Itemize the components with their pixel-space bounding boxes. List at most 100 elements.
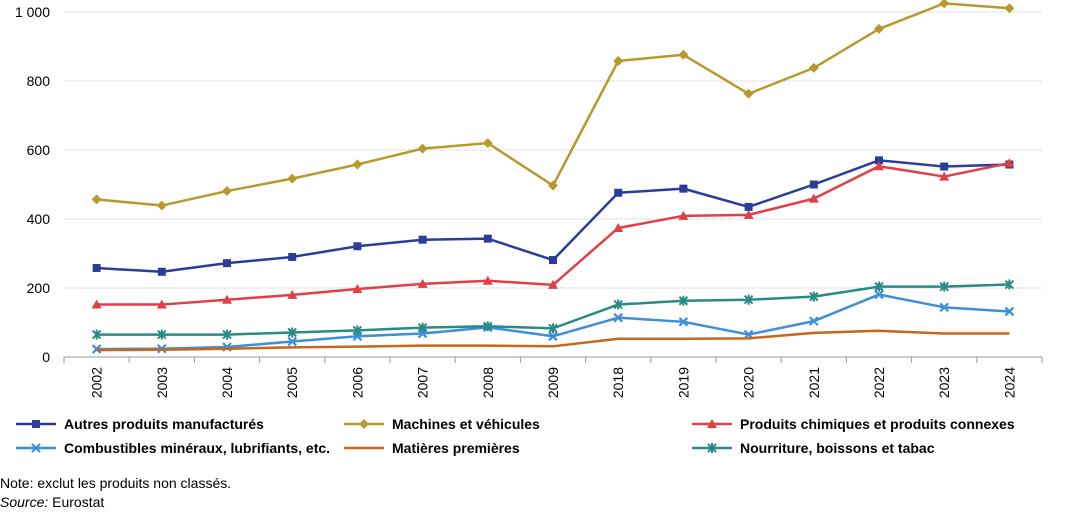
x-tick-label: 2008 (480, 367, 496, 398)
source-label: Source: (0, 494, 49, 510)
legend: Autres produits manufacturés Machines et… (0, 410, 1068, 466)
data-point (91, 329, 102, 340)
data-point (482, 275, 493, 285)
source-line: Source: Eurostat (0, 493, 231, 512)
data-point (874, 161, 884, 171)
data-point (743, 294, 754, 305)
x-tick-label: 2009 (545, 367, 561, 398)
series-line (96, 293, 1010, 351)
data-point (482, 138, 493, 149)
data-point (678, 210, 689, 220)
legend-swatch-matieres-premieres (344, 446, 384, 450)
data-point (352, 159, 363, 170)
data-point (939, 281, 949, 292)
legend-item-nourriture: Nourriture, boissons et tabac (690, 440, 934, 456)
legend-item-machines: Machines et véhicules (342, 416, 540, 432)
data-point (875, 156, 883, 165)
x-tick-label: 2003 (154, 367, 170, 398)
data-point (874, 23, 884, 34)
x-tick-label: 2006 (349, 367, 365, 398)
x-tick-label: 2004 (219, 367, 235, 398)
legend-item-autres-produits: Autres produits manufacturés (14, 416, 264, 432)
data-point (418, 235, 427, 244)
data-point (287, 173, 298, 184)
data-point (808, 193, 819, 203)
series-1 (91, 0, 1015, 211)
data-point (287, 336, 297, 347)
note-text: Note: exclut les produits non classés. (0, 475, 232, 491)
data-point (549, 256, 557, 265)
data-point (1004, 158, 1015, 168)
legend-item-combustibles: Combustibles minéraux, lubrifiants, etc. (14, 440, 330, 456)
data-point (809, 291, 819, 302)
data-point (1004, 279, 1015, 290)
data-point (808, 62, 819, 73)
series-line (96, 2, 1010, 207)
data-point (222, 329, 232, 340)
data-point (548, 279, 558, 289)
data-point (156, 299, 167, 309)
x-tick-label: 2023 (936, 367, 952, 398)
data-point (707, 443, 717, 453)
data-point (483, 321, 493, 332)
x-tick-label: 2002 (89, 367, 105, 398)
data-point (939, 0, 950, 9)
legend-label-produits-chimiques: Produits chimiques et produits connexes (740, 416, 1015, 432)
data-point (678, 49, 689, 60)
x-tick-label: 2022 (871, 367, 887, 398)
x-tick-label: 2024 (1001, 367, 1017, 398)
legend-swatch-combustibles (16, 443, 56, 453)
data-point (32, 420, 40, 428)
data-point (417, 322, 428, 333)
data-point (939, 302, 949, 313)
data-point (288, 252, 297, 261)
data-point (222, 186, 232, 197)
data-point (548, 331, 558, 342)
legend-item-matieres-premieres: Matières premières (342, 440, 520, 456)
data-point (352, 284, 363, 294)
y-tick-label: 200 (27, 280, 51, 296)
data-point (809, 316, 819, 326)
series-3 (91, 289, 1015, 354)
x-tick-label: 2020 (741, 367, 757, 398)
data-point (352, 325, 363, 336)
data-point (353, 242, 362, 251)
x-tick-label: 2018 (610, 367, 626, 398)
x-tick-label: 2021 (806, 367, 822, 398)
data-point (874, 289, 884, 300)
data-point (678, 295, 689, 306)
legend-label-machines: Machines et véhicules (392, 416, 540, 432)
legend-label-combustibles: Combustibles minéraux, lubrifiants, etc. (64, 440, 331, 456)
data-point (417, 143, 428, 154)
data-point (223, 259, 231, 268)
data-point (91, 299, 102, 309)
series-line (96, 329, 1010, 352)
data-point (287, 327, 297, 338)
series-5 (91, 279, 1015, 340)
data-point (548, 180, 558, 191)
data-point (613, 299, 623, 310)
data-point (91, 194, 102, 205)
series-0 (92, 156, 1014, 276)
data-point (157, 329, 167, 340)
data-point (287, 289, 298, 299)
data-point (157, 267, 166, 276)
series-line (96, 159, 1010, 274)
data-point (483, 234, 492, 243)
data-point (1004, 3, 1015, 14)
data-point (548, 323, 558, 334)
x-tick-label: 2005 (284, 367, 300, 398)
data-point (614, 188, 623, 197)
data-point (940, 162, 949, 171)
data-point (1004, 306, 1015, 317)
data-point (874, 281, 884, 292)
legend-label-matieres-premieres: Matières premières (392, 440, 520, 456)
data-point (613, 312, 623, 323)
data-point (613, 222, 624, 232)
legend-swatch-produits-chimiques (692, 419, 732, 428)
y-tick-label: 600 (27, 142, 51, 158)
data-point (613, 55, 624, 66)
chart-notes: Note: exclut les produits non classés. S… (0, 474, 231, 512)
series-4 (96, 329, 1010, 352)
legend-swatch-machines (344, 419, 384, 429)
